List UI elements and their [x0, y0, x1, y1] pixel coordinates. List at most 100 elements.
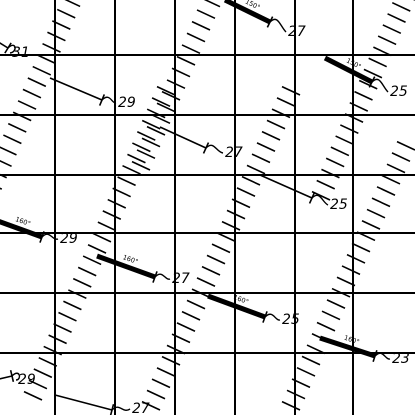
runway-bar — [223, 0, 272, 25]
runway-label: 29 — [18, 372, 36, 388]
hatch-mark — [301, 355, 321, 366]
hatch-band — [0, 0, 81, 190]
hatch-mark — [132, 142, 151, 153]
hatch-mark — [316, 321, 336, 332]
runway-label: 25 — [330, 197, 348, 213]
hatch-mark — [341, 265, 361, 276]
hatch-mark — [87, 244, 107, 254]
runway-label: 27 — [172, 271, 190, 287]
runway-label: 27 — [132, 401, 150, 415]
hatch-mark — [43, 345, 63, 356]
hatch-mark — [366, 208, 386, 219]
hatch-mark — [141, 400, 161, 411]
hatch-mark — [7, 122, 27, 133]
hatch-mark — [171, 67, 191, 78]
runway-marker: 27 — [159, 126, 243, 161]
runway-bar — [207, 293, 266, 320]
hatch-mark — [166, 79, 186, 90]
runway-bar — [54, 394, 113, 411]
hatch-mark — [321, 168, 340, 179]
hatch-mark — [382, 24, 402, 35]
hatch-mark — [42, 42, 61, 53]
hatch-mark — [396, 140, 415, 151]
hatch-mark — [151, 97, 171, 108]
leader-curve — [111, 406, 131, 411]
hatch-mark — [141, 137, 161, 148]
runway-label: 27 — [288, 24, 306, 40]
hatch-mark — [176, 55, 196, 66]
hatch-mark — [136, 131, 156, 141]
hatch-mark — [151, 114, 171, 125]
runway-bar — [49, 77, 103, 101]
hatch-mark — [203, 0, 221, 8]
hatch-mark — [48, 334, 67, 345]
hatch-mark — [251, 153, 271, 164]
hatch-mark — [256, 142, 276, 152]
hatch-mark — [246, 164, 266, 175]
hatch-mark — [363, 68, 383, 79]
runway-marker: 29 — [0, 369, 36, 388]
hatch-mark — [33, 368, 53, 379]
hatch-mark — [141, 119, 161, 130]
hatch-mark — [356, 231, 376, 242]
hatch-mark — [136, 149, 156, 160]
runway-bar — [0, 42, 9, 49]
runway-label: 27 — [225, 145, 243, 161]
hatch-mark — [63, 300, 82, 311]
hatch-mark — [377, 35, 397, 46]
hatch-mark — [32, 65, 52, 76]
hatch-mark — [186, 32, 206, 43]
hatch-mark — [176, 322, 196, 332]
hatch-mark — [346, 253, 366, 264]
hatch-mark — [171, 333, 191, 344]
runway-label: 25 — [282, 312, 300, 328]
hatch-mark — [161, 90, 181, 101]
hatch-mark — [186, 299, 206, 310]
hatch-mark — [122, 164, 141, 175]
hatch-mark — [296, 366, 316, 377]
hatch-mark — [373, 46, 392, 57]
runway-bar — [319, 335, 376, 359]
hatch-mark — [77, 266, 97, 277]
hatch-mark — [117, 176, 136, 187]
hatch-mark — [331, 287, 351, 298]
hatch-mark — [276, 97, 296, 107]
leader-curve — [154, 273, 171, 280]
hatch-mark — [37, 54, 56, 65]
hatch-mark — [51, 20, 71, 30]
hatch-mark — [381, 174, 401, 185]
hatch-mark — [0, 160, 12, 168]
hatch-mark — [181, 44, 201, 55]
hatch-mark — [146, 389, 166, 400]
hatch-mark — [56, 8, 76, 19]
hatch-mark — [241, 175, 261, 186]
hatch-mark — [0, 187, 3, 190]
runway-bar — [96, 253, 156, 280]
hatch-mark — [28, 379, 48, 390]
hatch-mark — [131, 160, 151, 171]
hatch-mark — [211, 243, 231, 254]
runway-bar — [0, 375, 13, 380]
hatch-mark — [112, 187, 132, 198]
heading-label: 150° — [244, 0, 262, 12]
hatch-band — [281, 140, 415, 411]
hatch-mark — [92, 232, 112, 243]
hatch-mark — [339, 124, 359, 135]
hatch-mark — [156, 367, 176, 377]
hatch-mark — [236, 187, 256, 197]
hatch-mark — [166, 344, 186, 355]
hatch-mark — [156, 102, 176, 113]
runway-bar — [259, 174, 313, 199]
hatch-mark — [17, 100, 37, 110]
hatch-mark — [330, 146, 350, 157]
hatch-mark — [22, 88, 42, 99]
hatch-mark — [53, 323, 72, 333]
runway-label: 31 — [12, 45, 30, 61]
hatch-mark — [151, 378, 171, 389]
hatch-mark — [27, 77, 47, 88]
